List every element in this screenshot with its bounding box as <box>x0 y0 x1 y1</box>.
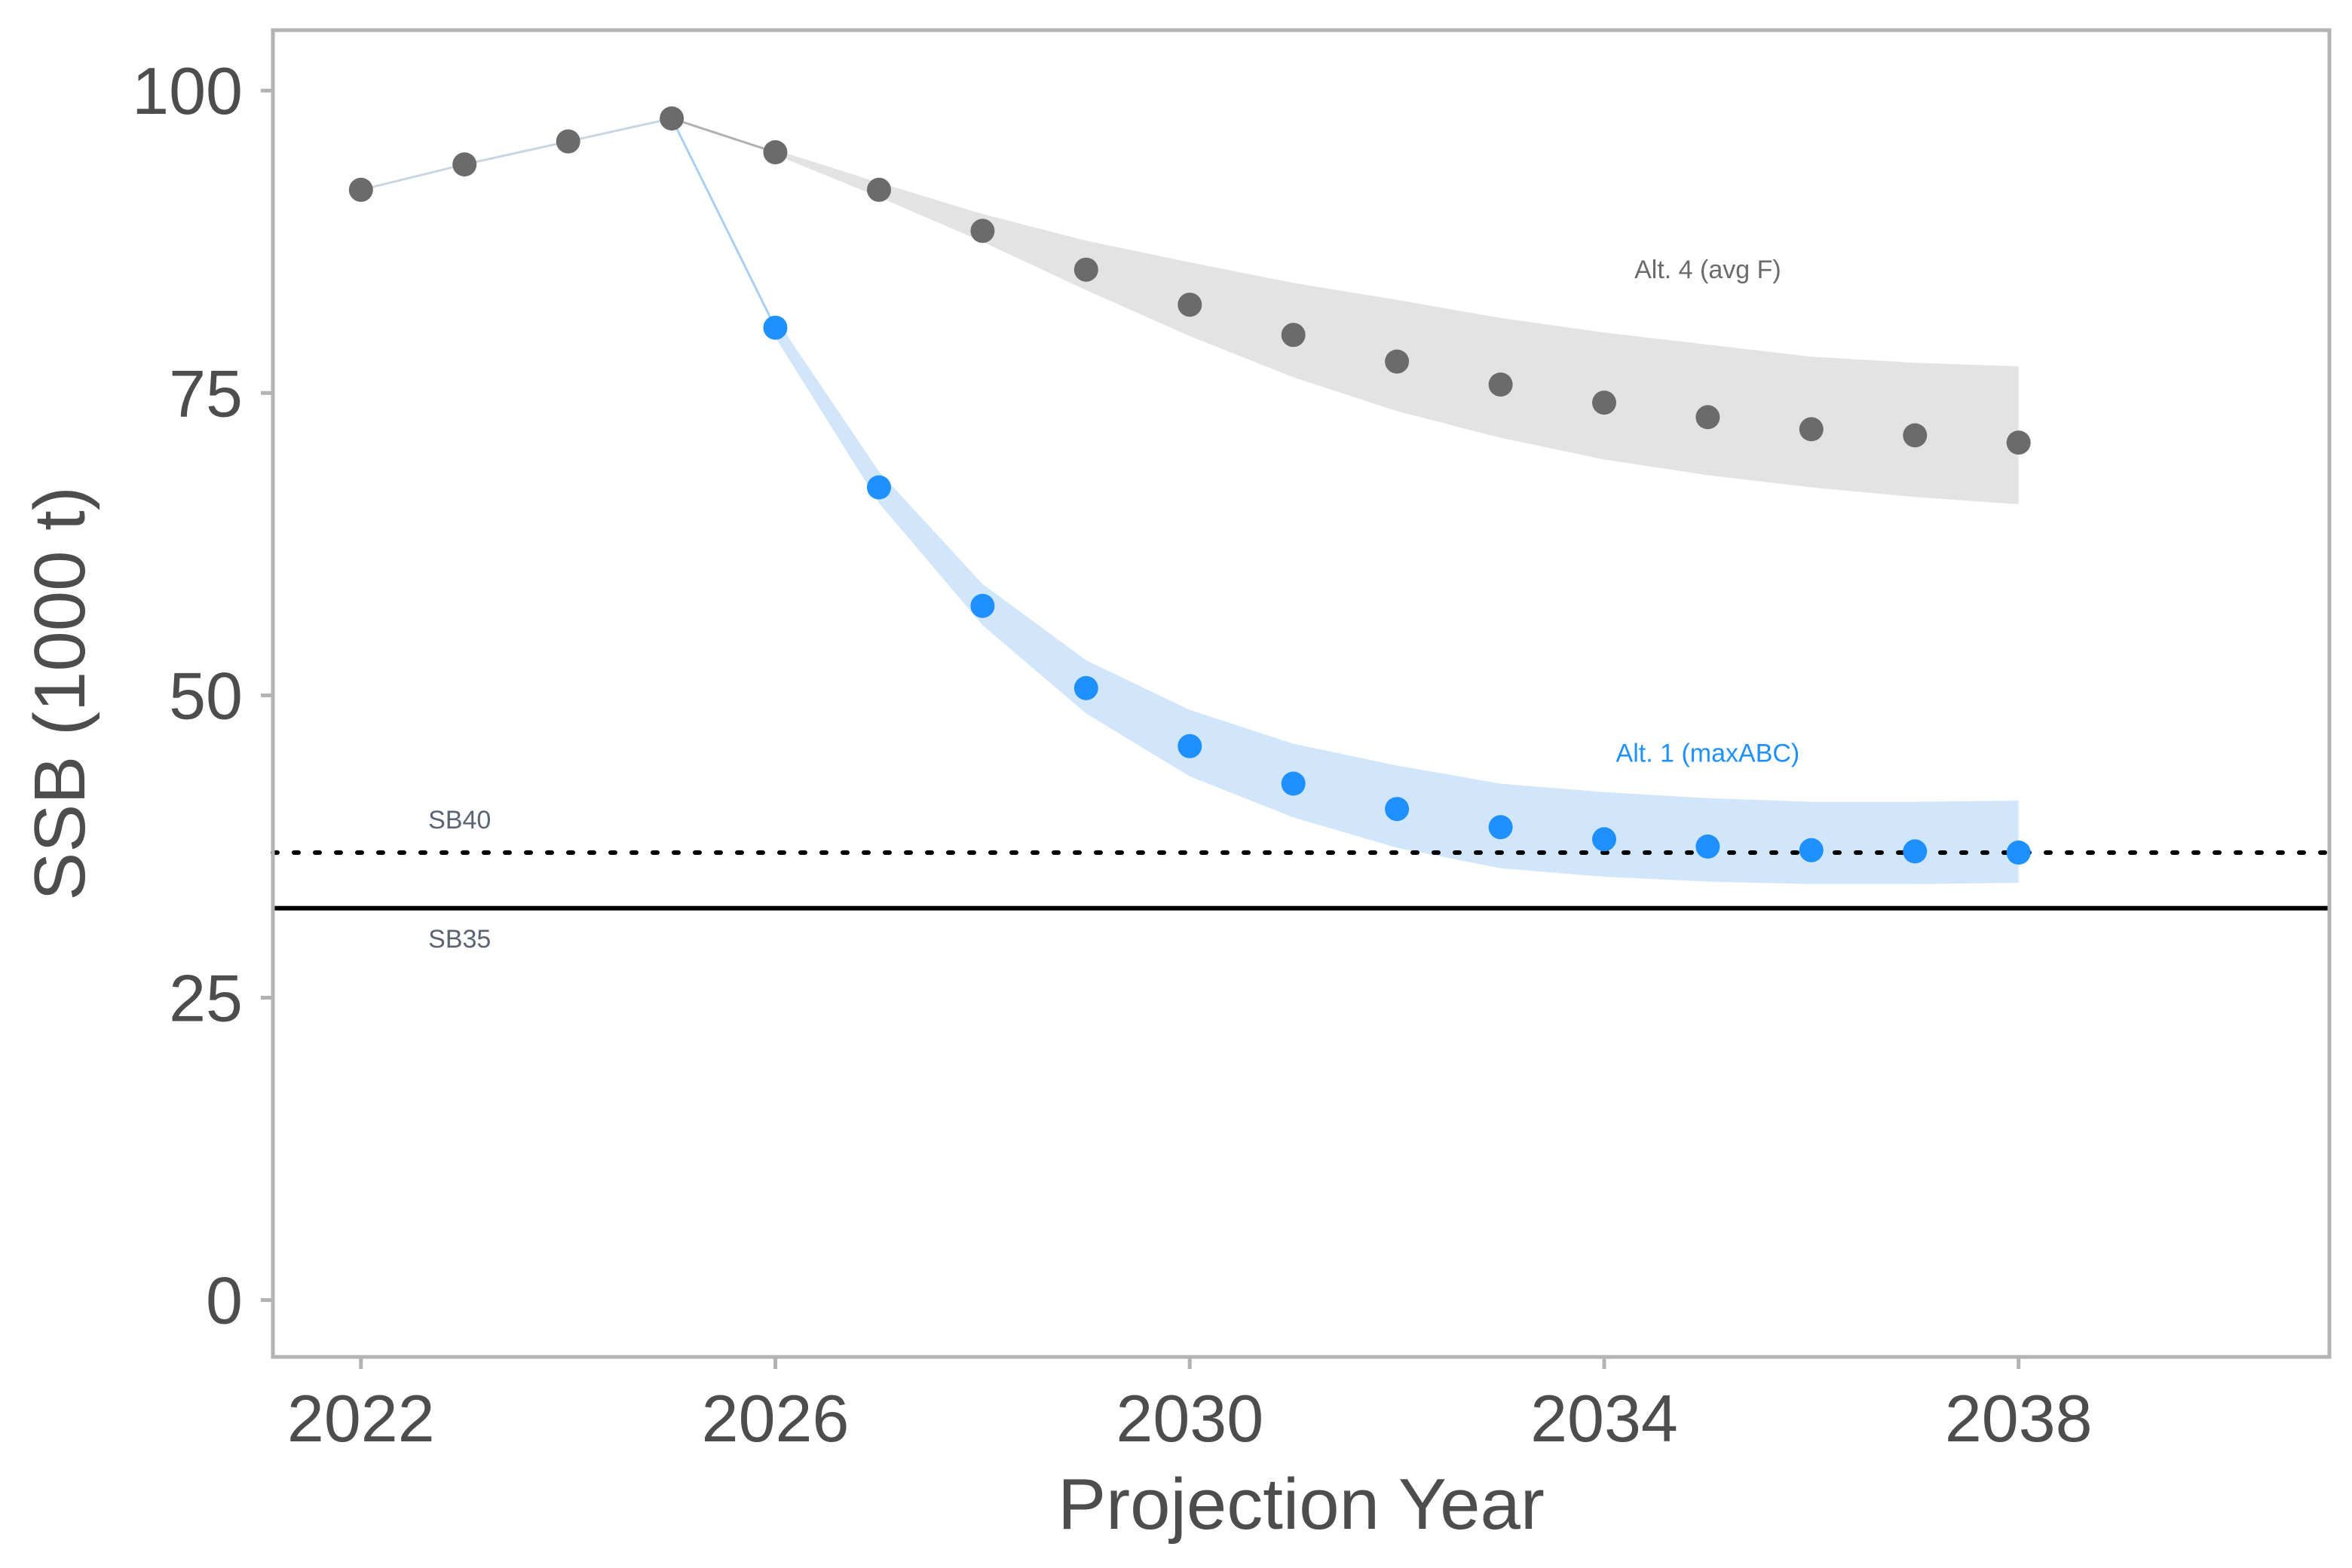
alt4-point-2032 <box>1385 349 1410 374</box>
sb35-label: SB35 <box>428 925 491 954</box>
alt1-point-2037 <box>1903 839 1928 864</box>
alt4-connector-line <box>671 117 776 154</box>
history-point-2025 <box>660 106 684 131</box>
y-tick-label-50: 50 <box>169 658 243 733</box>
alt1-point-2036 <box>1799 838 1824 862</box>
history-point-2023 <box>452 152 477 177</box>
alt4-point-2027 <box>867 177 891 202</box>
alt1-point-2033 <box>1488 815 1513 840</box>
alt1-point-2032 <box>1385 797 1410 822</box>
alt1-connector-line <box>670 118 776 329</box>
alt4-point-2029 <box>1073 257 1098 282</box>
x-tick-label-2026: 2026 <box>702 1381 850 1456</box>
alt1-point-2035 <box>1695 835 1720 859</box>
series-points <box>348 106 2031 865</box>
x-tick-label-2034: 2034 <box>1530 1381 1678 1456</box>
y-tick-label-0: 0 <box>206 1263 243 1338</box>
alt1-point-2026 <box>763 315 788 340</box>
alt4-point-2028 <box>970 219 995 243</box>
y-tick-label-100: 100 <box>132 54 243 128</box>
reference-lines: SB40 SB35 <box>271 806 2332 954</box>
alt4-series-label: Alt. 4 (avg F) <box>1634 256 1781 284</box>
sb40-label: SB40 <box>428 806 491 835</box>
alt1-point-2031 <box>1281 771 1306 796</box>
alt1-point-2029 <box>1073 675 1098 700</box>
y-tick-label-75: 75 <box>169 356 243 430</box>
x-axis: 2022 2026 2030 2034 2038 <box>287 1357 2093 1456</box>
alt4-point-2026 <box>763 140 788 164</box>
x-tick-label-2038: 2038 <box>1945 1381 2093 1456</box>
alt4-point-2036 <box>1799 417 1824 442</box>
history-line <box>360 117 672 191</box>
annotations: Alt. 4 (avg F) Alt. 1 (maxABC) <box>1616 256 1800 768</box>
x-tick-label-2030: 2030 <box>1116 1381 1263 1456</box>
alt1-confidence-band <box>775 317 2019 884</box>
y-tick-label-25: 25 <box>169 961 243 1036</box>
alt4-point-2030 <box>1178 292 1202 317</box>
alt1-point-2030 <box>1178 733 1202 758</box>
alt4-point-2035 <box>1695 405 1720 430</box>
alt1-point-2027 <box>867 475 891 500</box>
alt4-point-2037 <box>1903 423 1928 448</box>
alt1-point-2038 <box>2006 841 2031 865</box>
alt4-point-2038 <box>2006 430 2031 455</box>
alt4-point-2034 <box>1592 390 1616 415</box>
history-point-2024 <box>556 129 580 154</box>
alt1-point-2028 <box>970 593 995 618</box>
series-lines <box>360 117 776 329</box>
y-axis: 0 25 50 75 100 <box>132 54 273 1338</box>
alt1-series-label: Alt. 1 (maxABC) <box>1616 740 1800 768</box>
alt4-point-2033 <box>1488 372 1513 397</box>
x-tick-label-2022: 2022 <box>287 1381 435 1456</box>
y-axis-title: SSB (1000 t) <box>20 486 100 901</box>
alt1-point-2034 <box>1592 827 1616 852</box>
history-point-2022 <box>348 177 373 202</box>
x-axis-title: Projection Year <box>1058 1464 1545 1545</box>
alt4-point-2031 <box>1281 323 1306 348</box>
